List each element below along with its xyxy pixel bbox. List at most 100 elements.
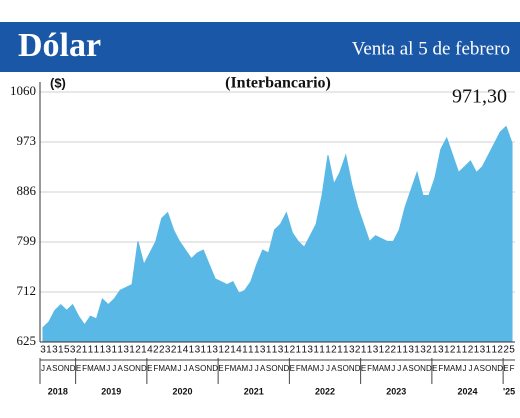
x-month-label: M — [242, 364, 249, 373]
x-year-label: 2019 — [101, 386, 121, 396]
x-day-label: 1 — [396, 345, 402, 356]
x-month-label: E — [76, 364, 81, 373]
x-month-label: S — [408, 364, 413, 373]
x-day-label: 3 — [373, 345, 379, 356]
x-day-label: 3 — [307, 345, 313, 356]
x-day-label: 3 — [278, 345, 284, 356]
x-month-label: A — [117, 364, 123, 373]
y-tick-label: 886 — [17, 183, 37, 198]
x-day-label: 2 — [159, 345, 165, 356]
x-month-label: E — [503, 364, 508, 373]
x-day-label: 1 — [379, 345, 385, 356]
x-month-label: J — [463, 364, 467, 373]
x-month-label: D — [141, 364, 147, 373]
x-day-label: 1 — [343, 345, 349, 356]
x-day-label: 2 — [468, 345, 474, 356]
x-month-label: N — [64, 364, 70, 373]
x-month-label: A — [402, 364, 408, 373]
x-month-label: A — [46, 364, 52, 373]
x-day-label: 3 — [480, 345, 486, 356]
x-year-label: 2020 — [172, 386, 192, 396]
x-month-label: O — [200, 364, 206, 373]
x-day-label: 2 — [391, 345, 397, 356]
x-month-label: J — [249, 364, 253, 373]
x-month-label: A — [236, 364, 242, 373]
y-tick-label: 799 — [17, 233, 37, 248]
x-month-label: S — [266, 364, 271, 373]
x-month-label: M — [87, 364, 94, 373]
x-month-label: F — [510, 364, 515, 373]
x-month-label: E — [218, 364, 223, 373]
x-day-label: 2 — [497, 345, 503, 356]
x-month-label: F — [438, 364, 443, 373]
x-day-label: 1 — [88, 345, 94, 356]
x-month-label: M — [230, 364, 237, 373]
x-month-label: A — [450, 364, 456, 373]
x-month-label: N — [349, 364, 355, 373]
x-day-label: 1 — [189, 345, 195, 356]
x-day-label: 2 — [224, 345, 230, 356]
x-day-label: 3 — [408, 345, 414, 356]
x-day-label: 3 — [40, 345, 46, 356]
x-month-label: M — [158, 364, 165, 373]
x-month-label: J — [183, 364, 187, 373]
x-month-label: S — [195, 364, 200, 373]
x-month-label: J — [255, 364, 259, 373]
x-month-label: J — [41, 364, 45, 373]
x-day-label: 2 — [450, 345, 456, 356]
x-day-label: 5 — [64, 345, 70, 356]
x-day-label: 1 — [313, 345, 319, 356]
x-day-label: 1 — [201, 345, 207, 356]
x-year-label: 2021 — [244, 386, 264, 396]
x-month-label: F — [82, 364, 87, 373]
x-day-label: 2 — [355, 345, 361, 356]
x-day-label: 3 — [123, 345, 129, 356]
x-day-label: 1 — [117, 345, 123, 356]
y-unit: ($) — [50, 75, 66, 90]
x-month-label: S — [480, 364, 485, 373]
x-day-label: 1 — [462, 345, 468, 356]
x-month-label: O — [58, 364, 64, 373]
x-day-label: 1 — [296, 345, 302, 356]
x-month-label: A — [379, 364, 385, 373]
x-day-label: 1 — [367, 345, 373, 356]
x-month-label: D — [70, 364, 76, 373]
x-year-label: 2024 — [457, 386, 477, 396]
x-year-label: 2018 — [48, 386, 68, 396]
x-day-label: 1 — [94, 345, 100, 356]
x-day-label: 1 — [337, 345, 343, 356]
x-day-label: 1 — [100, 345, 106, 356]
x-day-label: 4 — [183, 345, 189, 356]
x-day-label: 1 — [432, 345, 438, 356]
x-month-label: E — [147, 364, 152, 373]
x-month-label: N — [206, 364, 212, 373]
y-tick-label: 625 — [17, 333, 37, 348]
x-day-label: 1 — [58, 345, 64, 356]
x-year-label: 2022 — [315, 386, 335, 396]
x-month-label: A — [94, 364, 100, 373]
y-tick-label: 712 — [17, 283, 37, 298]
x-month-label: F — [367, 364, 372, 373]
x-day-label: 1 — [456, 345, 462, 356]
x-day-label: 3 — [349, 345, 355, 356]
x-day-label: 1 — [141, 345, 147, 356]
x-month-label: D — [212, 364, 218, 373]
x-day-label: 2 — [135, 345, 141, 356]
x-day-label: 1 — [474, 345, 480, 356]
x-month-label: M — [99, 364, 106, 373]
x-year-label: '25 — [503, 386, 515, 396]
x-day-label: 5 — [509, 345, 515, 356]
chart-subtitle: Venta al 5 de febrero — [352, 38, 510, 59]
x-month-label: O — [343, 364, 349, 373]
x-day-label: 2 — [290, 345, 296, 356]
x-month-label: J — [468, 364, 472, 373]
x-day-label: 3 — [195, 345, 201, 356]
y-tick-label: 973 — [17, 133, 37, 148]
x-month-label: F — [225, 364, 230, 373]
x-day-label: 1 — [218, 345, 224, 356]
x-day-label: 3 — [70, 345, 76, 356]
x-month-label: D — [284, 364, 290, 373]
x-month-label: A — [165, 364, 171, 373]
x-day-label: 1 — [325, 345, 331, 356]
